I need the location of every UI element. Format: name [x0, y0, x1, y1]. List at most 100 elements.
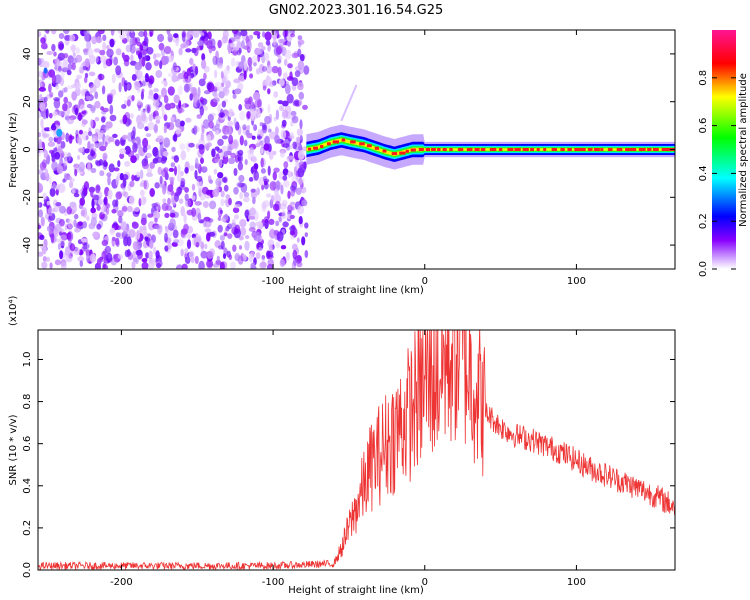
noise-speckle [153, 225, 161, 230]
noise-speckle [51, 150, 55, 158]
noise-speckle [236, 41, 242, 50]
noise-speckle [184, 75, 192, 83]
noise-speckle [274, 200, 281, 212]
noise-speckle [66, 85, 73, 90]
noise-speckle [234, 155, 240, 163]
noise-speckle [67, 175, 73, 181]
noise-speckle [121, 104, 127, 109]
noise-speckle [281, 119, 287, 127]
noise-speckle [297, 205, 305, 215]
noise-speckle [178, 184, 186, 190]
noise-speckle [103, 198, 107, 204]
noise-speckle [173, 155, 179, 163]
noise-speckle [180, 150, 187, 161]
noise-speckle [292, 243, 298, 251]
signal-track-band [306, 138, 675, 156]
noise-speckle [252, 196, 256, 205]
noise-speckle [60, 261, 67, 269]
noise-speckle [244, 159, 248, 166]
noise-speckle [130, 113, 134, 119]
noise-speckle [194, 255, 199, 265]
noise-speckle [148, 89, 154, 97]
noise-speckle [212, 188, 220, 198]
noise-speckle [191, 207, 197, 217]
noise-speckle [89, 84, 97, 93]
noise-speckle [41, 245, 47, 255]
noise-speckle [191, 195, 196, 201]
noise-speckle [46, 51, 53, 55]
noise-speckle [209, 200, 217, 210]
noise-speckle [143, 180, 147, 189]
noise-speckle [283, 180, 290, 188]
noise-speckle [180, 248, 184, 257]
noise-speckle [91, 35, 98, 45]
noise-speckle [113, 167, 120, 172]
noise-speckle [54, 58, 60, 64]
noise-speckle [268, 218, 275, 225]
noise-speckle [153, 59, 160, 67]
noise-speckle [106, 252, 113, 263]
noise-speckle [149, 188, 155, 197]
noise-speckle [133, 257, 138, 263]
noise-speckle [97, 30, 105, 35]
noise-speckle [138, 70, 143, 78]
noise-speckle [142, 40, 147, 46]
noise-speckle [287, 170, 292, 179]
noise-speckle [228, 157, 236, 164]
noise-speckle [65, 254, 73, 263]
noise-speckle [285, 251, 290, 261]
x-tick-label: -200 [110, 577, 133, 588]
noise-speckle [82, 242, 90, 250]
noise-speckle [265, 76, 273, 86]
noise-speckle [257, 98, 262, 109]
signal-track-core [536, 148, 540, 151]
noise-speckle [271, 65, 279, 74]
noise-speckle [217, 224, 223, 233]
noise-speckle [175, 264, 184, 269]
noise-speckle [275, 126, 279, 136]
noise-speckle [155, 250, 160, 259]
noise-speckle [243, 192, 250, 198]
noise-speckle [101, 250, 107, 260]
noise-speckle [282, 168, 289, 176]
noise-speckle [90, 104, 96, 114]
noise-speckle [277, 58, 282, 64]
noise-speckle [91, 212, 98, 220]
noise-speckle [145, 252, 150, 259]
noise-speckle [279, 150, 285, 158]
noise-speckle [259, 261, 267, 269]
noise-speckle [127, 250, 132, 257]
noise-speckle [178, 198, 184, 204]
noise-speckle [180, 206, 185, 217]
noise-speckle [84, 58, 90, 68]
noise-speckle [159, 175, 163, 185]
x-tick-label: -200 [110, 276, 133, 287]
noise-speckle [301, 199, 308, 207]
noise-speckle [275, 220, 280, 227]
noise-speckle [147, 104, 150, 114]
noise-speckle [38, 87, 46, 92]
noise-speckle [260, 168, 266, 174]
noise-speckle [207, 114, 214, 122]
noise-speckle [257, 108, 261, 117]
noise-speckle [50, 233, 55, 244]
noise-speckle [244, 100, 252, 110]
noise-speckle [54, 259, 62, 266]
signal-track-core [374, 146, 379, 150]
noise-speckle [113, 221, 118, 227]
noise-speckle [257, 42, 264, 48]
noise-speckle [161, 104, 165, 113]
snr-panel: -200 -100 0 100 0.0 0.2 0.4 0.6 0.8 1.0 Height of… [8, 295, 676, 596]
noise-speckle [73, 213, 79, 220]
noise-speckle [162, 184, 167, 192]
noise-speckle [292, 249, 298, 260]
x-tick-label: -100 [262, 276, 285, 287]
noise-speckle [182, 103, 186, 109]
noise-speckle [87, 48, 94, 58]
noise-speckle [290, 115, 296, 121]
noise-speckle [293, 99, 300, 106]
noise-speckle [214, 69, 218, 79]
noise-speckle [190, 86, 198, 94]
noise-speckle [223, 184, 229, 192]
noise-speckle [98, 191, 103, 199]
